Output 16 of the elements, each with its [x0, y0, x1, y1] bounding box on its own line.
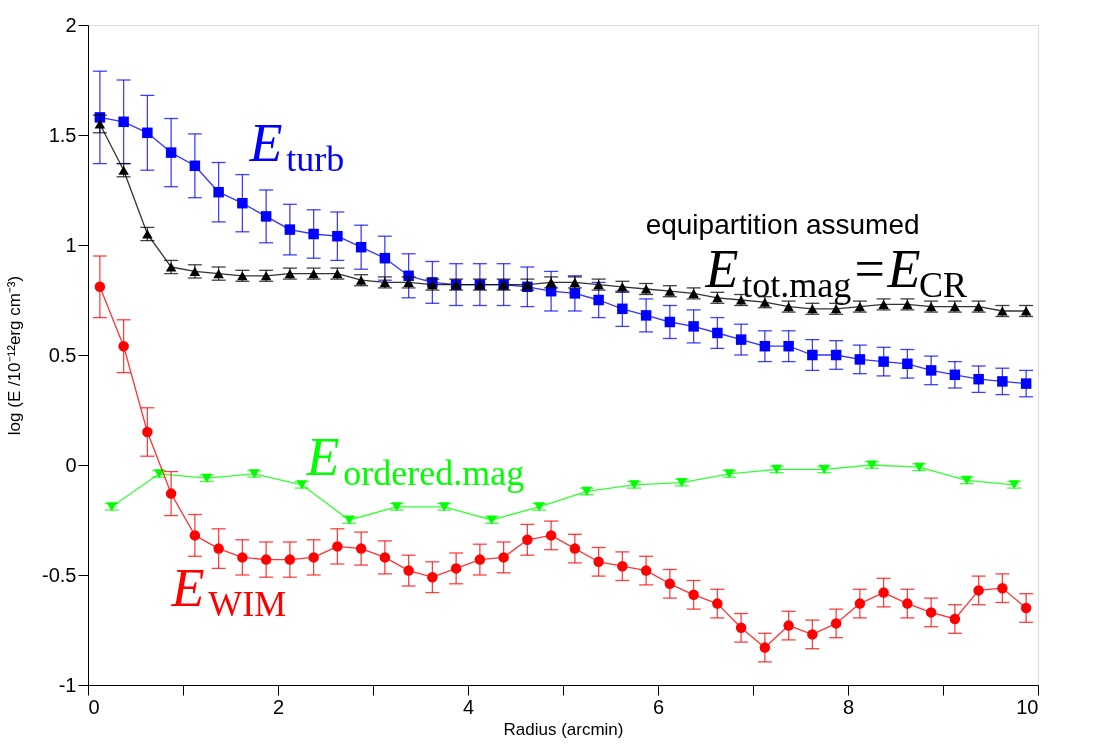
x-tick-label: 0 — [88, 695, 100, 718]
y-tick-label: 0.5 — [48, 343, 77, 366]
y-tick-label: -1 — [58, 673, 77, 696]
x-tick-label: 4 — [462, 695, 475, 718]
x-tick-label: 8 — [842, 695, 855, 718]
x-tick-label: 10 — [1016, 695, 1039, 718]
y-axis-title: log (E /10⁻¹²erg cm⁻³) — [5, 275, 25, 436]
y-tick-label: 0 — [65, 453, 77, 476]
annotation: equipartition assumed — [645, 209, 920, 240]
x-tick-label: 2 — [272, 695, 285, 718]
x-tick-label: 6 — [652, 695, 665, 718]
x-axis-title: Radius (arcmin) — [503, 719, 624, 739]
y-tick-label: 1 — [65, 233, 77, 256]
y-tick-label: 2 — [65, 13, 77, 36]
y-tick-label: -0.5 — [42, 563, 77, 586]
y-tick-label: 1.5 — [48, 123, 77, 146]
